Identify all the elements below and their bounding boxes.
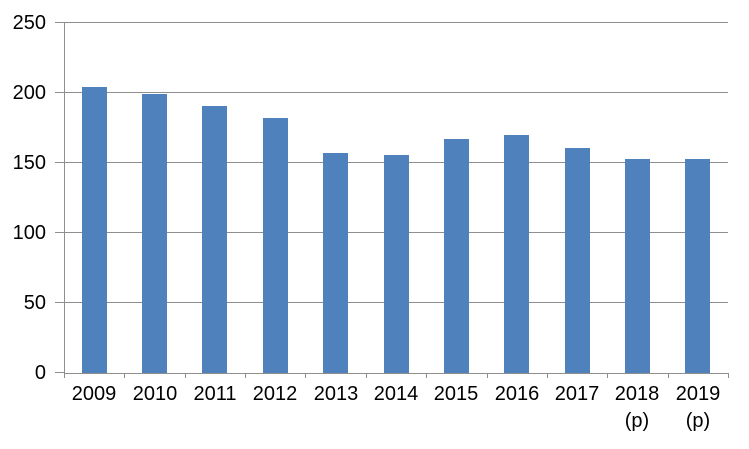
bar-2019: [685, 159, 710, 373]
x-tick-label-2019: 2019 (p): [675, 383, 721, 432]
x-axis-tick: [426, 373, 427, 378]
bar-2012: [263, 118, 288, 373]
x-tick-label-2009: 2009: [71, 383, 117, 405]
x-tick-label-2010: 2010: [132, 383, 178, 405]
x-tick-label-2015: 2015: [433, 383, 479, 405]
x-axis-tick: [124, 373, 125, 378]
x-axis-tick: [607, 373, 608, 378]
y-tick-label-0: 0: [34, 362, 46, 384]
y-axis-tick-200: [55, 92, 64, 93]
x-axis-tick: [668, 373, 669, 378]
x-tick-label-2018: 2018 (p): [614, 383, 660, 432]
bar-2011: [202, 106, 227, 373]
x-axis-tick: [185, 373, 186, 378]
y-tick-label-150: 150: [12, 152, 46, 174]
x-axis-tick: [547, 373, 548, 378]
bar-2015: [444, 139, 469, 373]
x-axis-tick: [487, 373, 488, 378]
x-axis-tick: [64, 373, 65, 378]
bar-2017: [565, 148, 590, 373]
y-axis-tick-150: [55, 162, 64, 163]
y-tick-label-50: 50: [23, 292, 46, 314]
bar-2016: [504, 135, 529, 373]
y-axis-tick-100: [55, 232, 64, 233]
bar-2018: [625, 159, 650, 373]
y-axis-line: [64, 23, 65, 378]
y-axis-tick-50: [55, 302, 64, 303]
x-tick-label-2013: 2013: [313, 383, 359, 405]
x-tick-label-2012: 2012: [252, 383, 298, 405]
x-axis-tick: [366, 373, 367, 378]
x-axis-tick: [245, 373, 246, 378]
x-axis-tick: [728, 373, 729, 378]
y-tick-label-100: 100: [12, 222, 46, 244]
y-tick-label-250: 250: [12, 12, 46, 34]
y-tick-label-200: 200: [12, 82, 46, 104]
bar-2013: [323, 153, 348, 373]
x-tick-label-2017: 2017: [554, 383, 600, 405]
plot-area: [55, 22, 729, 378]
x-axis-line: [64, 373, 729, 374]
bar-2014: [384, 155, 409, 373]
x-tick-label-2016: 2016: [494, 383, 540, 405]
x-axis-tick: [305, 373, 306, 378]
bar-2010: [142, 94, 167, 373]
gridline-250: [64, 22, 728, 23]
gridline-200: [64, 92, 728, 93]
bar-2009: [82, 87, 107, 373]
y-axis-tick-0: [55, 372, 64, 373]
x-tick-label-2014: 2014: [373, 383, 419, 405]
x-tick-label-2011: 2011: [193, 383, 237, 405]
y-axis-tick-250: [55, 22, 64, 23]
